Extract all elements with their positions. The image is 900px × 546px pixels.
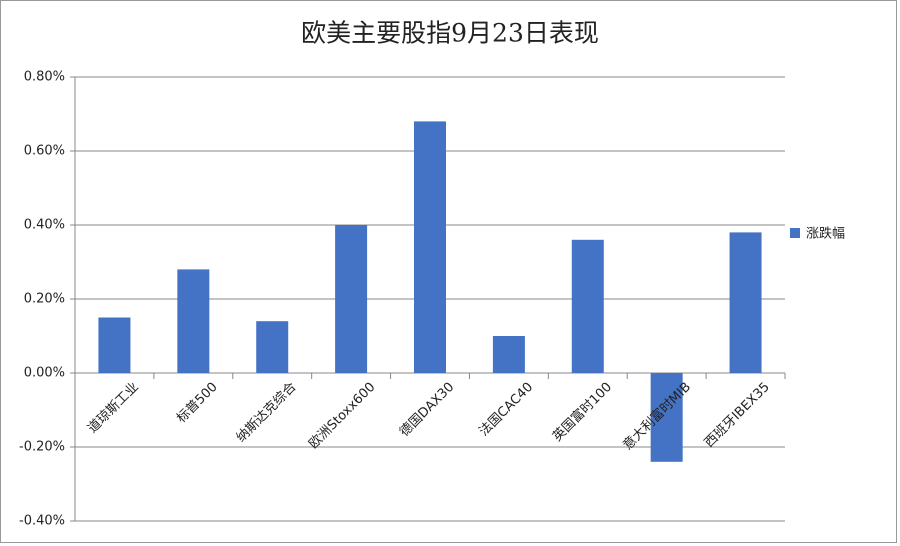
legend-swatch	[790, 228, 800, 238]
legend-label: 涨跌幅	[806, 226, 845, 242]
bar	[729, 232, 762, 373]
y-tick-label: 0.80%	[24, 70, 65, 85]
bar	[98, 317, 131, 373]
y-tick-label: 0.40%	[24, 218, 65, 233]
bar	[650, 373, 683, 462]
y-tick-label: -0.40%	[19, 514, 65, 529]
y-tick-label: 0.20%	[24, 292, 65, 307]
bar	[414, 121, 446, 374]
bar	[335, 225, 368, 373]
y-tick-label: 0.60%	[24, 144, 65, 159]
y-tick-label: 0.00%	[24, 366, 65, 381]
chart-title: 欧美主要股指9月23日表现	[301, 19, 599, 48]
bar	[256, 321, 289, 373]
bar	[492, 336, 525, 373]
bar	[571, 239, 604, 373]
y-tick-label: -0.20%	[19, 440, 65, 455]
bar	[177, 269, 210, 373]
